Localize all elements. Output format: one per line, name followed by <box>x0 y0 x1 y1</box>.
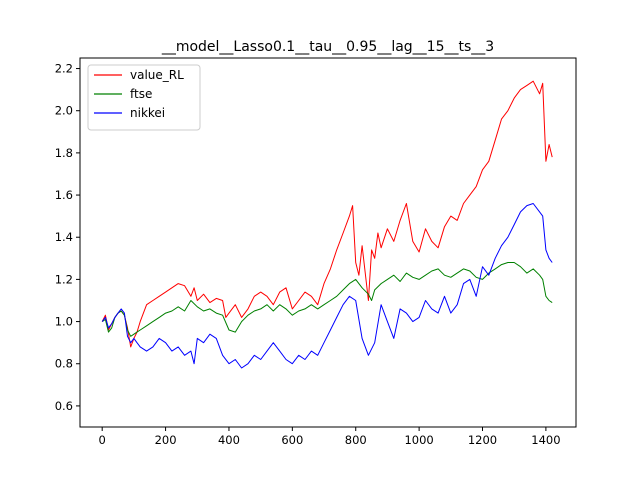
x-tick-label: 0 <box>99 433 106 447</box>
y-axis: 0.6 0.8 1.0 1.2 1.4 1.6 1.8 2.0 2.2 <box>55 62 80 413</box>
x-tick-label: 800 <box>345 433 367 447</box>
y-tick-label: 1.4 <box>55 230 73 244</box>
y-tick-label: 1.2 <box>55 272 73 286</box>
x-tick-label: 1400 <box>531 433 560 447</box>
series-line-value_RL <box>101 80 553 348</box>
y-tick-label: 1.8 <box>55 146 73 160</box>
series-layer <box>101 80 553 369</box>
y-tick-label: 1.6 <box>55 188 73 202</box>
axes-frame <box>79 57 577 428</box>
legend-label-ftse: ftse <box>130 87 152 101</box>
legend-label-nikkei: nikkei <box>130 106 165 120</box>
y-tick-label: 1.0 <box>55 315 73 329</box>
x-tick-label: 600 <box>281 433 303 447</box>
x-tick-label: 400 <box>218 433 240 447</box>
y-tick-label: 0.8 <box>55 357 73 371</box>
x-tick-label: 200 <box>155 433 177 447</box>
series-line-nikkei <box>101 203 553 369</box>
legend-box <box>87 64 201 131</box>
x-tick-label: 1000 <box>404 433 433 447</box>
series-line-ftse <box>101 262 553 337</box>
y-tick-label: 0.6 <box>55 399 73 413</box>
legend-label-value_RL: value_RL <box>130 68 184 82</box>
y-tick-label: 2.2 <box>55 62 73 76</box>
y-tick-label: 2.0 <box>55 104 73 118</box>
chart-title: __model__Lasso0.1__tau__0.95__lag__15__t… <box>161 39 494 55</box>
x-tick-label: 1200 <box>468 433 497 447</box>
x-axis: 0 200 400 600 800 1000 1200 1400 <box>99 427 561 447</box>
